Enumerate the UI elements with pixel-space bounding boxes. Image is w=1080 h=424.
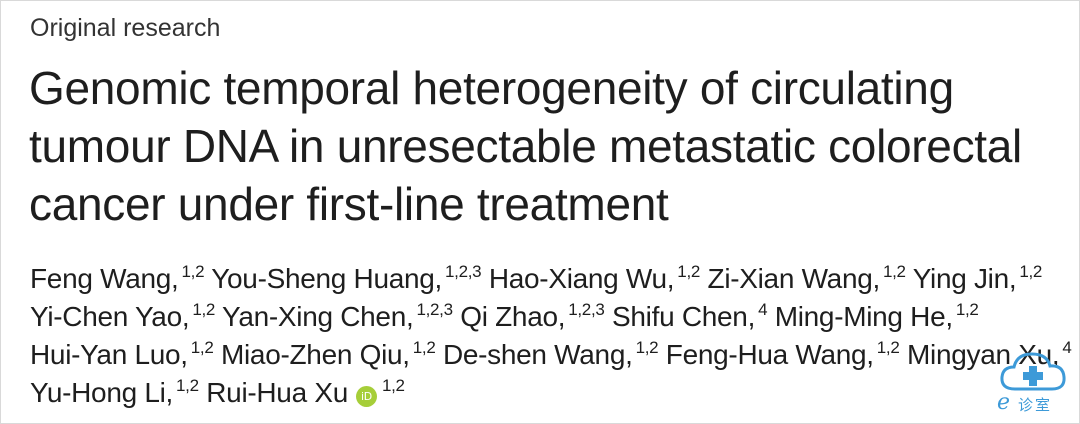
author-name[interactable]: Miao-Zhen Qiu, [220, 339, 410, 370]
author-name[interactable]: Zi-Xian Wang, [707, 263, 881, 294]
affiliation-marker[interactable]: 1,2 [381, 376, 405, 395]
author-name[interactable]: Rui-Hua Xu [206, 377, 348, 408]
author-name[interactable]: Ming-Ming He, [774, 301, 953, 332]
affiliation-marker[interactable]: 1,2,3 [568, 300, 605, 319]
affiliation-marker[interactable]: 1,2 [876, 338, 900, 357]
affiliation-marker[interactable]: 4 [1062, 338, 1072, 357]
author-list: Feng Wang, 1,2 You-Sheng Huang, 1,2,3 Hao-… [30, 260, 1072, 412]
author-name[interactable]: Shifu Chen, [612, 301, 756, 332]
author-name[interactable]: Hui-Yan Luo, [30, 339, 188, 370]
affiliation-marker[interactable]: 1,2 [955, 300, 979, 319]
title-line: tumour DNA in unresectable metastatic co… [29, 120, 1022, 172]
author-name[interactable]: Yi-Chen Yao, [30, 301, 190, 332]
affiliation-marker[interactable]: 1,2 [412, 338, 436, 357]
title-line: cancer under first-line treatment [29, 178, 669, 230]
title-line: Genomic temporal heterogeneity of circul… [29, 62, 954, 114]
author-line: Hui-Yan Luo, 1,2 Miao-Zhen Qiu, 1,2 De-she… [30, 336, 1072, 374]
affiliation-marker[interactable]: 1,2 [635, 338, 659, 357]
affiliation-marker[interactable]: 1,2 [677, 262, 701, 281]
author-line: Feng Wang, 1,2 You-Sheng Huang, 1,2,3 Hao-… [30, 260, 1072, 298]
cloud-cross-icon [1000, 352, 1066, 391]
affiliation-marker[interactable]: 1,2 [192, 300, 216, 319]
affiliation-marker[interactable]: 1,2 [176, 376, 199, 395]
affiliation-marker[interactable]: 1,2 [1019, 262, 1043, 281]
author-name[interactable]: Hao-Xiang Wu, [488, 263, 675, 294]
article-title: Genomic temporal heterogeneity of circul… [29, 59, 1022, 233]
affiliation-marker[interactable]: 1,2 [181, 262, 205, 281]
orcid-icon[interactable]: iD [355, 386, 377, 407]
author-name[interactable]: Yu-Hong Li, [30, 377, 174, 408]
author-name[interactable]: You-Sheng Huang, [211, 263, 443, 294]
author-name[interactable]: Yan-Xing Chen, [222, 301, 414, 332]
affiliation-marker[interactable]: 1,2 [190, 338, 214, 357]
watermark-logo: e 诊室 [991, 345, 1077, 423]
affiliation-marker[interactable]: 1,2 [882, 262, 906, 281]
watermark-text: 诊室 [1018, 396, 1053, 414]
author-name[interactable]: Ying Jin, [912, 263, 1017, 294]
affiliation-marker[interactable]: 1,2,3 [416, 300, 453, 319]
author-name[interactable]: Feng Wang, [30, 263, 179, 294]
affiliation-marker[interactable]: 4 [758, 300, 768, 319]
author-name[interactable]: De-shen Wang, [442, 339, 633, 370]
affiliation-marker[interactable]: 1,2,3 [445, 262, 482, 281]
watermark-letter: e [997, 390, 1011, 415]
author-line: Yi-Chen Yao, 1,2 Yan-Xing Chen, 1,2,3 Qi Z… [30, 298, 1072, 336]
author-name[interactable]: Feng-Hua Wang, [665, 339, 874, 370]
section-label: Original research [30, 14, 221, 42]
author-line: Yu-Hong Li, 1,2 Rui-Hua Xu iD1,2 [30, 374, 1072, 412]
author-name[interactable]: Qi Zhao, [460, 301, 566, 332]
